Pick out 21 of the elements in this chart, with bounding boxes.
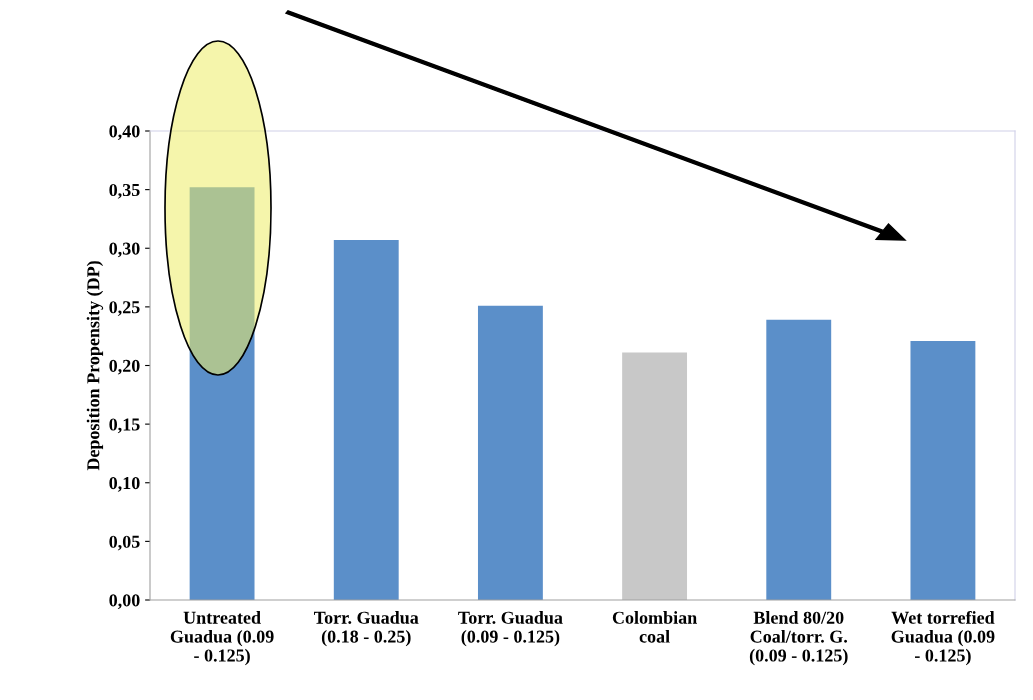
bar (766, 319, 832, 600)
y-tick-label: 0,05 (109, 535, 140, 551)
x-tick-label: Torr. Guadua (0.18 - 0.25) (314, 611, 419, 647)
y-tick-label: 0,20 (109, 359, 140, 375)
bar (622, 352, 688, 600)
y-tick-label: 0,00 (109, 594, 140, 610)
y-axis-title: Deposition Propensity (DP) (86, 261, 104, 471)
x-tick-label: Blend 80/20 Coal/torr. G. (0.09 - 0.125) (749, 611, 848, 666)
y-tick-label: 0,25 (109, 301, 140, 316)
x-tick-label: Torr. Guadua (0.09 - 0.125) (458, 611, 563, 647)
x-tick-label: Colombian coal (612, 611, 697, 643)
bar (910, 340, 976, 600)
bar (333, 240, 399, 600)
y-tick-label: 0,40 (109, 125, 140, 141)
y-tick-label: 0,10 (109, 477, 140, 492)
y-tick-label: 0,30 (109, 242, 140, 258)
y-tick-label: 0,15 (109, 418, 140, 434)
x-tick-label: Wet torrefied Guadua (0.09 - 0.125) (891, 610, 995, 666)
y-tick-label: 0,35 (109, 183, 140, 199)
x-tick-label: Untreated Guadua (0.09 - 0.125) (170, 611, 274, 666)
bar (477, 305, 543, 600)
